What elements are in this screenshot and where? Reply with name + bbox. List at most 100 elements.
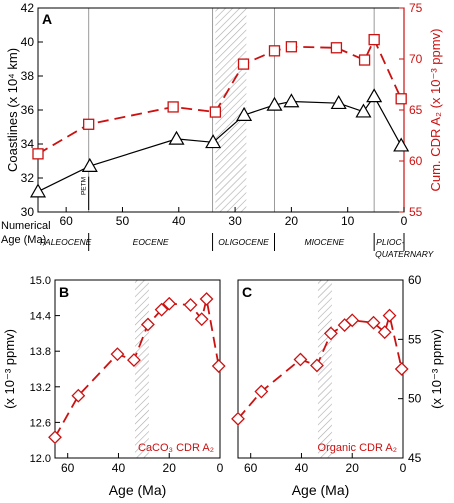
panel-a-coastline-point <box>355 103 372 118</box>
panel-a-coastline-point <box>330 94 347 110</box>
panel-a-x-tick-label: 10 <box>341 214 355 228</box>
panel-a-epoch-label: OLIGOCENE <box>218 237 269 247</box>
panel-c-y-axis-title: (x 10⁻³ ppmv) <box>429 329 444 409</box>
panel-a-left-tick-label: 34 <box>21 137 35 151</box>
panel-a-left-tick-label: 30 <box>21 205 35 219</box>
panel-b-caco3-point <box>199 292 214 306</box>
panel-b-caco3-point <box>154 302 169 317</box>
panel-a-cdr-point <box>83 118 95 130</box>
panel-c-x-tick-label: 60 <box>244 461 258 475</box>
panel-c-y-tick-label: 55 <box>408 332 422 346</box>
panel-b-y-tick-label: 13.8 <box>30 346 51 358</box>
panel-b-chart: 12.0 12.6 13.2 13.8 14.4 15.0 60 40 20 0 Age (Ma) (… <box>2 275 226 498</box>
panel-b-caco3-point <box>110 347 125 362</box>
panel-a-right-axis-title: Cum. CDR A₂ (x 10⁻³ ppmv) <box>428 29 443 192</box>
panel-a-x-tick-label: 50 <box>116 214 130 228</box>
panel-a-epoch-label: QUATERNARY <box>375 249 434 259</box>
panel-a-cdr-point <box>237 58 250 70</box>
panel-c-y-tick-label: 50 <box>408 392 422 406</box>
panel-c-organic-point <box>231 411 245 426</box>
panel-b-y-axis-title: (x 10⁻³ ppmv) <box>2 329 17 409</box>
panel-a-cdr-point <box>330 42 343 54</box>
panel-b-y-tick-label: 13.2 <box>30 382 51 394</box>
panel-a-epoch-label: EOCENE <box>133 237 169 247</box>
panel-a-petm-label: PETM <box>81 177 88 195</box>
panel-a-cdr-point <box>32 148 44 160</box>
panel-a-age-label: Age (Ma) <box>1 234 46 246</box>
panel-a-right-tick-label: 65 <box>409 103 423 117</box>
panel-a-coastline-point <box>236 106 253 121</box>
panel-a-chart: 30 32 34 36 38 40 42 55 60 65 70 75 Coastlines (x 10… <box>1 1 443 259</box>
panel-b-caco3-point <box>183 298 198 312</box>
panel-a-epoch-label: PALEOCENE <box>40 237 92 247</box>
panel-a-coastline-point <box>29 183 47 198</box>
panel-b-y-tick-label: 14.4 <box>30 311 51 323</box>
panel-a-epoch-label: PLIOC- <box>376 237 405 247</box>
panel-b-y-tick-label: 15.0 <box>30 275 51 287</box>
panel-c-organic-point <box>310 358 324 373</box>
panel-c-x-tick-label: 40 <box>295 461 309 475</box>
panel-b-caco3-point <box>71 388 86 403</box>
panel-c-organic-point <box>394 362 409 376</box>
panel-c-x-axis-title: Age (Ma) <box>292 482 350 498</box>
panel-a-cdr-point <box>285 41 298 53</box>
panel-c-organic-point <box>366 315 381 330</box>
panel-a-coastline-point <box>266 96 283 111</box>
panel-c-y-tick-label: 60 <box>408 273 422 287</box>
panel-c-organic-point <box>345 313 360 328</box>
panel-a-x-tick-label: 30 <box>228 214 242 228</box>
panel-a-coastline-point <box>393 137 410 152</box>
panel-a-left-tick-label: 42 <box>21 1 35 15</box>
panel-b-hatch-band <box>134 280 149 458</box>
panel-c-organic-point <box>377 325 392 340</box>
panel-b-x-tick-label: 0 <box>217 461 224 475</box>
panel-a-left-tick-label: 32 <box>21 171 35 185</box>
panel-a-coastline-point <box>205 134 222 149</box>
panel-b-y-tick-label: 12.6 <box>30 417 51 429</box>
panel-b-caco3-point <box>48 430 62 445</box>
panel-c-hatch-band <box>317 280 332 458</box>
panel-b-x-axis-title: Age (Ma) <box>109 482 167 498</box>
panel-b-caco3-point <box>127 353 141 368</box>
panel-b-x-tick-label: 40 <box>112 461 126 475</box>
panel-a-coastline-point <box>81 157 98 172</box>
panel-c-organic-point <box>382 308 397 323</box>
panel-c-x-tick-label: 0 <box>400 461 407 475</box>
panel-a-coastline-point <box>366 88 383 103</box>
panel-a-right-tick-label: 60 <box>409 154 423 168</box>
panel-c-y-tick-label: 45 <box>408 451 422 465</box>
panel-a-cdr-point <box>395 93 407 105</box>
panel-a-numerical-label: Numerical <box>1 220 51 232</box>
panel-b-x-tick-label: 60 <box>61 461 75 475</box>
panel-b-caco3-point <box>194 312 209 327</box>
panel-a-right-tick-label: 55 <box>409 205 423 219</box>
panel-c-organic-point <box>254 384 269 399</box>
panel-a-letter: A <box>42 11 52 27</box>
panel-b-caco3-point <box>162 296 177 311</box>
panel-c-organic-point <box>323 326 338 341</box>
panel-b-annotation: CaCO₃ CDR A₂ <box>138 442 214 454</box>
panel-c-letter: C <box>242 284 252 300</box>
panel-c-annotation: Organic CDR A₂ <box>318 442 397 454</box>
panel-a-coastline-point <box>283 93 300 108</box>
panel-a-left-tick-label: 38 <box>21 69 35 83</box>
panel-b-x-tick-label: 20 <box>163 461 177 475</box>
panel-a-x-tick-label: 60 <box>59 214 73 228</box>
panel-a-right-tick-label: 75 <box>409 1 423 15</box>
panel-a-left-tick-label: 40 <box>21 35 35 49</box>
panel-a-left-tick-label: 36 <box>21 103 35 117</box>
panel-a-cdr-point <box>167 101 179 113</box>
panel-a-cdr-point <box>268 45 281 57</box>
panel-a-epoch-label: MIOCENE <box>304 237 344 247</box>
panel-a-cdr-point <box>368 33 380 46</box>
panel-c-organic-point <box>293 352 308 367</box>
panel-a-x-tick-label: 20 <box>285 214 299 228</box>
panel-b-caco3-point <box>211 359 226 373</box>
panel-c-chart: 45 50 55 60 60 40 20 0 Age (Ma) (x 10⁻³ ppmv) C Org… <box>231 273 444 498</box>
panel-a-cdr-point <box>358 54 371 66</box>
panel-a-x-tick-label: 0 <box>401 214 408 228</box>
panel-a-left-axis-title: Coastlines (x 10⁴ km) <box>5 48 20 172</box>
panel-b-y-tick-label: 12.0 <box>30 453 51 465</box>
panel-a-right-tick-label: 70 <box>409 52 423 66</box>
